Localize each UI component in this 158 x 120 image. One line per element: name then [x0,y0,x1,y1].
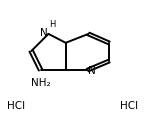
Text: N: N [88,66,96,76]
Text: HCl: HCl [7,101,25,111]
Text: NH₂: NH₂ [31,78,50,88]
Text: N: N [40,28,48,38]
Text: HCl: HCl [120,101,138,111]
Text: H: H [49,20,56,29]
